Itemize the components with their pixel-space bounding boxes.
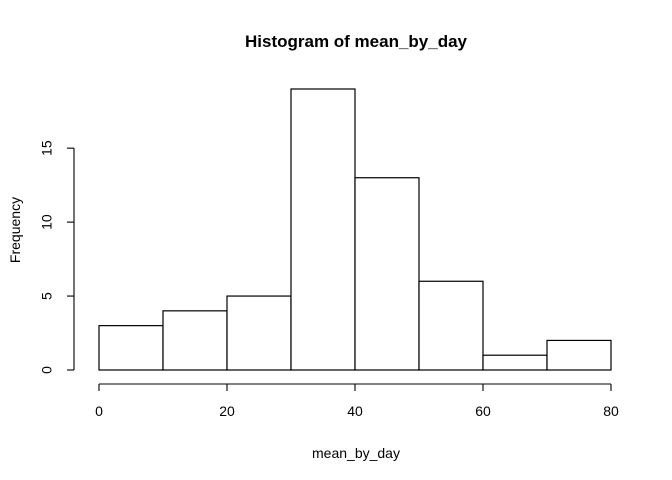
histogram-bar-1 — [162, 310, 228, 371]
histogram-bar-2 — [226, 295, 292, 371]
histogram-bar-6 — [482, 354, 548, 371]
x-tick-label-3: 60 — [475, 403, 491, 419]
y-axis: 0 5 10 15 — [39, 140, 75, 374]
x-tick-label-4: 80 — [603, 403, 619, 419]
y-tick-label-1: 5 — [39, 292, 55, 300]
histogram-bar-7 — [546, 339, 612, 371]
x-tick-label-2: 40 — [347, 403, 363, 419]
y-tick-label-3: 15 — [39, 140, 55, 156]
y-tick-label-2: 10 — [39, 214, 55, 230]
histogram-bar-0 — [98, 325, 164, 371]
x-axis: 0 20 40 60 80 — [95, 383, 619, 419]
histogram-bar-5 — [418, 280, 484, 371]
x-tick-label-1: 20 — [219, 403, 235, 419]
y-axis-label: Frequency — [7, 197, 23, 263]
y-tick-label-0: 0 — [39, 366, 55, 374]
histogram-bar-3 — [290, 88, 356, 371]
bars-layer — [98, 88, 612, 371]
chart-title: Histogram of mean_by_day — [245, 32, 468, 51]
x-axis-label: mean_by_day — [312, 445, 400, 461]
histogram-bar-4 — [354, 177, 420, 371]
x-tick-label-0: 0 — [95, 403, 103, 419]
